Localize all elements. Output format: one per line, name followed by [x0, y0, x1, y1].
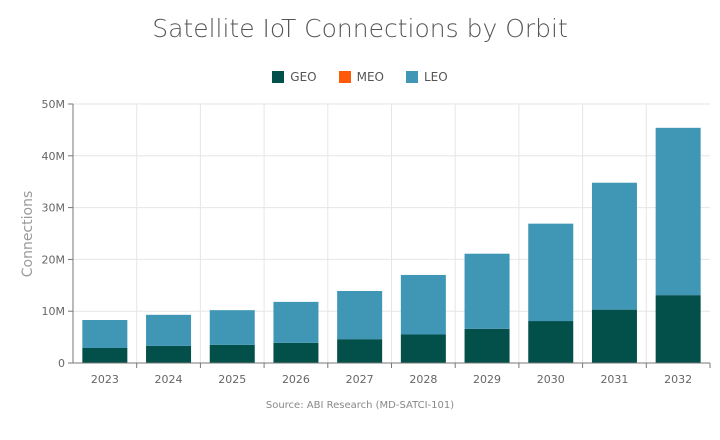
y-tick-label: 20M [42, 253, 66, 266]
bar-leo-2026 [273, 301, 319, 343]
chart-title: Satellite IoT Connections by Orbit [152, 14, 568, 43]
bar-leo-2028 [400, 274, 446, 335]
legend-label-leo: LEO [424, 70, 448, 84]
bar-geo-2024 [146, 345, 192, 363]
x-tick-label: 2023 [91, 373, 119, 386]
legend-label-geo: GEO [290, 70, 317, 84]
bar-leo-2027 [337, 290, 383, 340]
bar-geo-2031 [591, 309, 637, 363]
legend-item-leo[interactable]: LEO [406, 70, 448, 84]
legend-item-meo[interactable]: MEO [338, 70, 384, 84]
y-tick-label: 10M [42, 305, 66, 318]
bar-geo-2026 [273, 342, 319, 363]
legend-label-meo: MEO [356, 70, 384, 84]
x-tick-label: 2028 [409, 373, 437, 386]
x-tick-label: 2032 [664, 373, 692, 386]
bar-geo-2032 [655, 295, 701, 363]
bar-geo-2028 [400, 334, 446, 363]
y-tick-label: 30M [42, 202, 66, 215]
x-tick-label: 2024 [155, 373, 183, 386]
bar-geo-2030 [528, 321, 574, 363]
bar-geo-2027 [337, 339, 383, 363]
x-tick-label: 2031 [600, 373, 628, 386]
x-tick-label: 2029 [473, 373, 501, 386]
bar-geo-2023 [82, 347, 128, 363]
bar-geo-2029 [464, 328, 510, 363]
y-tick-label: 0 [58, 357, 65, 370]
legend-swatch-geo [272, 71, 285, 83]
y-tick-label: 50M [42, 98, 66, 111]
legend-swatch-leo [406, 71, 418, 83]
source-note: Source: ABI Research (MD-SATCI-101) [265, 400, 455, 411]
x-tick-label: 2027 [346, 373, 374, 386]
bar-leo-2029 [464, 253, 510, 329]
bar-leo-2032 [655, 127, 701, 296]
legend-swatch-meo [338, 71, 351, 83]
x-tick-label: 2030 [537, 373, 565, 386]
x-tick-label: 2025 [218, 373, 246, 386]
bar-leo-2030 [528, 223, 574, 322]
bar-leo-2024 [146, 314, 192, 346]
legend: GEO MEO LEO [0, 70, 720, 84]
legend-item-geo[interactable]: GEO [272, 70, 317, 84]
y-tick-label: 40M [42, 150, 66, 163]
bar-leo-2023 [82, 320, 128, 348]
x-tick-label: 2026 [282, 373, 310, 386]
bar-leo-2031 [591, 182, 637, 310]
bar-geo-2025 [209, 344, 255, 363]
bar-leo-2025 [209, 310, 255, 345]
